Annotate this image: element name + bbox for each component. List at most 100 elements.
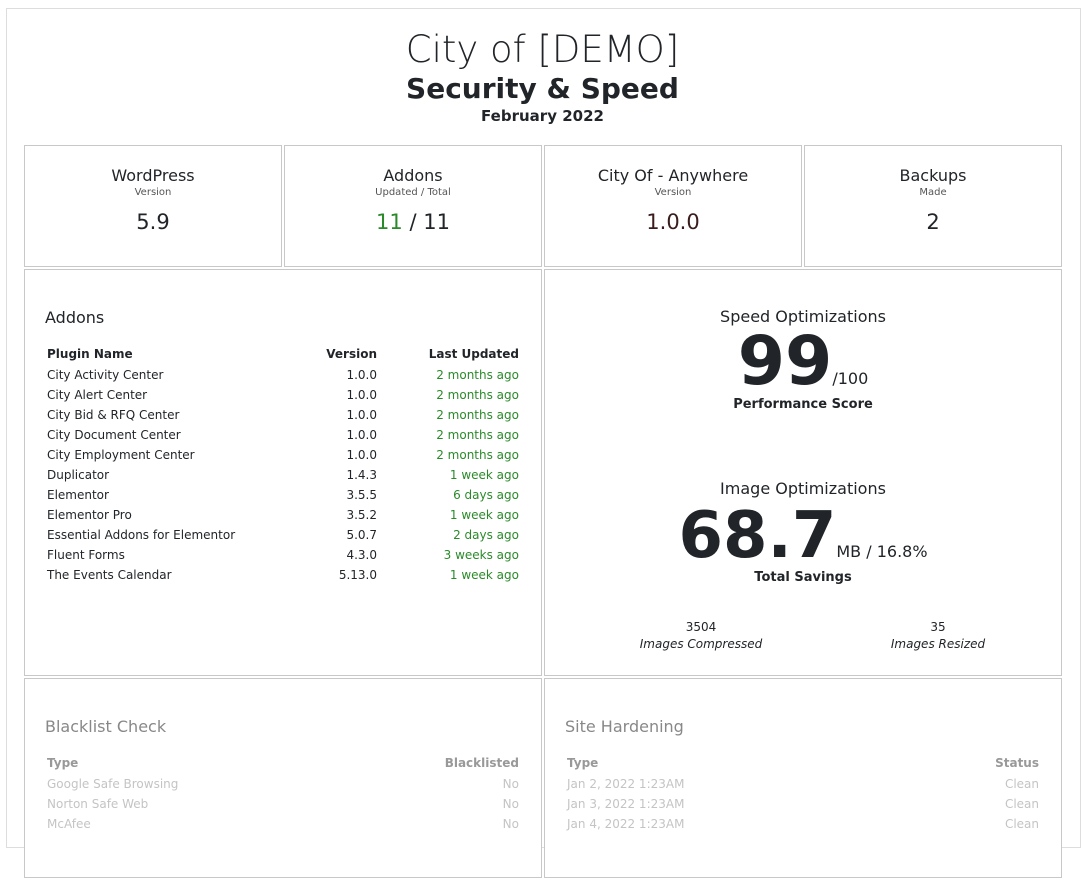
images-title: Image Optimizations [720,479,886,498]
stat-backups: Backups Made 2 [804,145,1062,267]
table-row: City Activity Center 1.0.0 2 months ago [45,365,521,385]
col-type: Type [47,756,79,770]
table-row: Google Safe Browsing No [45,774,521,794]
table-row: Fluent Forms 4.3.0 3 weeks ago [45,545,521,565]
table-row: City Bid & RFQ Center 1.0.0 2 months ago [45,405,521,425]
table-cell: 2 months ago [436,367,519,382]
table-cell: No [502,816,519,831]
addons-title: Addons [45,308,105,327]
table-row: Norton Safe Web No [45,794,521,814]
table-cell: 1 week ago [449,467,519,482]
stat-value: 11 / 11 [376,210,450,234]
table-row: Jan 3, 2022 1:23AM Clean [565,794,1041,814]
table-cell: 2 months ago [436,387,519,402]
hardening-panel: Site Hardening Type Status Jan 2, 2022 1:… [544,678,1062,878]
table-cell: 6 days ago [453,487,519,502]
table-cell: City Document Center [47,427,181,442]
table-cell: Elementor [47,487,109,502]
table-cell: 1.0.0 [346,447,377,462]
report-subtitle: Security & Speed [406,72,679,105]
hardening-title: Site Hardening [565,717,684,736]
table-cell: 5.13.0 [338,567,377,582]
stat-value: 5.9 [136,210,170,234]
table-row: The Events Calendar 5.13.0 1 week ago [45,565,521,585]
speed-title: Speed Optimizations [720,307,886,326]
stat-theme: City Of - Anywhere Version 1.0.0 [544,145,802,267]
table-row: City Alert Center 1.0.0 2 months ago [45,385,521,405]
images-resized: 35 Images Resized [838,620,1038,651]
table-cell: Clean [1004,796,1039,811]
compressed-count: 3504 [685,620,717,634]
table-cell: 1.0.0 [346,367,377,382]
stat-sub: Updated / Total [375,187,451,198]
col-last-updated: Last Updated [428,347,519,361]
col-type: Type [567,756,599,770]
blacklist-title: Blacklist Check [45,717,167,736]
stat-addons: Addons Updated / Total 11 / 11 [284,145,542,267]
images-savings-row: 68.7MB / 16.8% [545,504,1061,568]
table-cell: The Events Calendar [47,567,172,582]
table-cell: 3 weeks ago [443,547,519,562]
table-cell: 4.3.0 [346,547,377,562]
table-row: Jan 2, 2022 1:23AM Clean [565,774,1041,794]
table-cell: 1.0.0 [346,387,377,402]
hardening-table: Type Status Jan 2, 2022 1:23AM Clean Jan 3,… [565,754,1041,834]
table-cell: No [502,796,519,811]
stat-wordpress: WordPress Version 5.9 [24,145,282,267]
images-savings: 68.7 [678,499,837,573]
stat-title: Backups [899,166,967,185]
table-row: Jan 4, 2022 1:23AM Clean [565,814,1041,834]
table-cell: Duplicator [47,467,110,482]
table-cell: Essential Addons for Elementor [47,527,236,542]
speed-score-row: 99/100 [545,328,1061,396]
table-cell: Jan 2, 2022 1:23AM [567,776,685,791]
addons-total: 11 [423,210,450,234]
table-cell: 1.0.0 [346,427,377,442]
stat-value: 2 [926,210,940,234]
table-row: City Employment Center 1.0.0 2 months ago [45,445,521,465]
images-compressed: 3504 Images Compressed [601,620,801,651]
table-cell: 1.4.3 [346,467,377,482]
col-blacklisted: Blacklisted [444,756,519,770]
table-cell: Clean [1004,816,1039,831]
table-cell: 2 months ago [436,407,519,422]
table-cell: City Activity Center [47,367,164,382]
stat-title: WordPress [111,166,195,185]
col-status: Status [995,756,1039,770]
col-version: Version [326,347,377,361]
table-cell: 3.5.5 [346,487,377,502]
table-row: Elementor 3.5.5 6 days ago [45,485,521,505]
report-date: February 2022 [481,107,604,125]
table-cell: City Bid & RFQ Center [47,407,180,422]
table-cell: Google Safe Browsing [47,776,179,791]
table-row: Elementor Pro 3.5.2 1 week ago [45,505,521,525]
table-cell: Norton Safe Web [47,796,149,811]
stat-sub: Made [919,187,947,198]
table-cell: Fluent Forms [47,547,125,562]
speed-score: 99 [737,322,833,401]
table-row: McAfee No [45,814,521,834]
table-cell: City Alert Center [47,387,148,402]
table-cell: 1.0.0 [346,407,377,422]
table-row: City Document Center 1.0.0 2 months ago [45,425,521,445]
images-label: Total Savings [754,570,852,585]
table-cell: 5.0.7 [346,527,377,542]
addons-table: Plugin Name Version Last Updated City Ac… [45,345,521,585]
stat-sub: Version [134,187,172,198]
table-cell: 1 week ago [449,507,519,522]
compressed-label: Images Compressed [639,637,763,651]
table-cell: Jan 3, 2022 1:23AM [567,796,685,811]
resized-label: Images Resized [890,637,986,651]
table-cell: Jan 4, 2022 1:23AM [567,816,685,831]
stat-title: City Of - Anywhere [597,166,749,185]
stat-value: 1.0.0 [646,210,700,234]
table-row: Duplicator 1.4.3 1 week ago [45,465,521,485]
table-cell: 3.5.2 [346,507,377,522]
blacklist-table: Type Blacklisted Google Safe Browsing No No… [45,754,521,834]
report-title: City of [DEMO] [405,28,680,71]
addons-updated: 11 [376,210,403,234]
table-cell: 2 months ago [436,427,519,442]
speed-label: Performance Score [733,397,873,412]
speed-max: /100 [832,369,869,388]
images-unit: MB / 16.8% [836,542,928,561]
